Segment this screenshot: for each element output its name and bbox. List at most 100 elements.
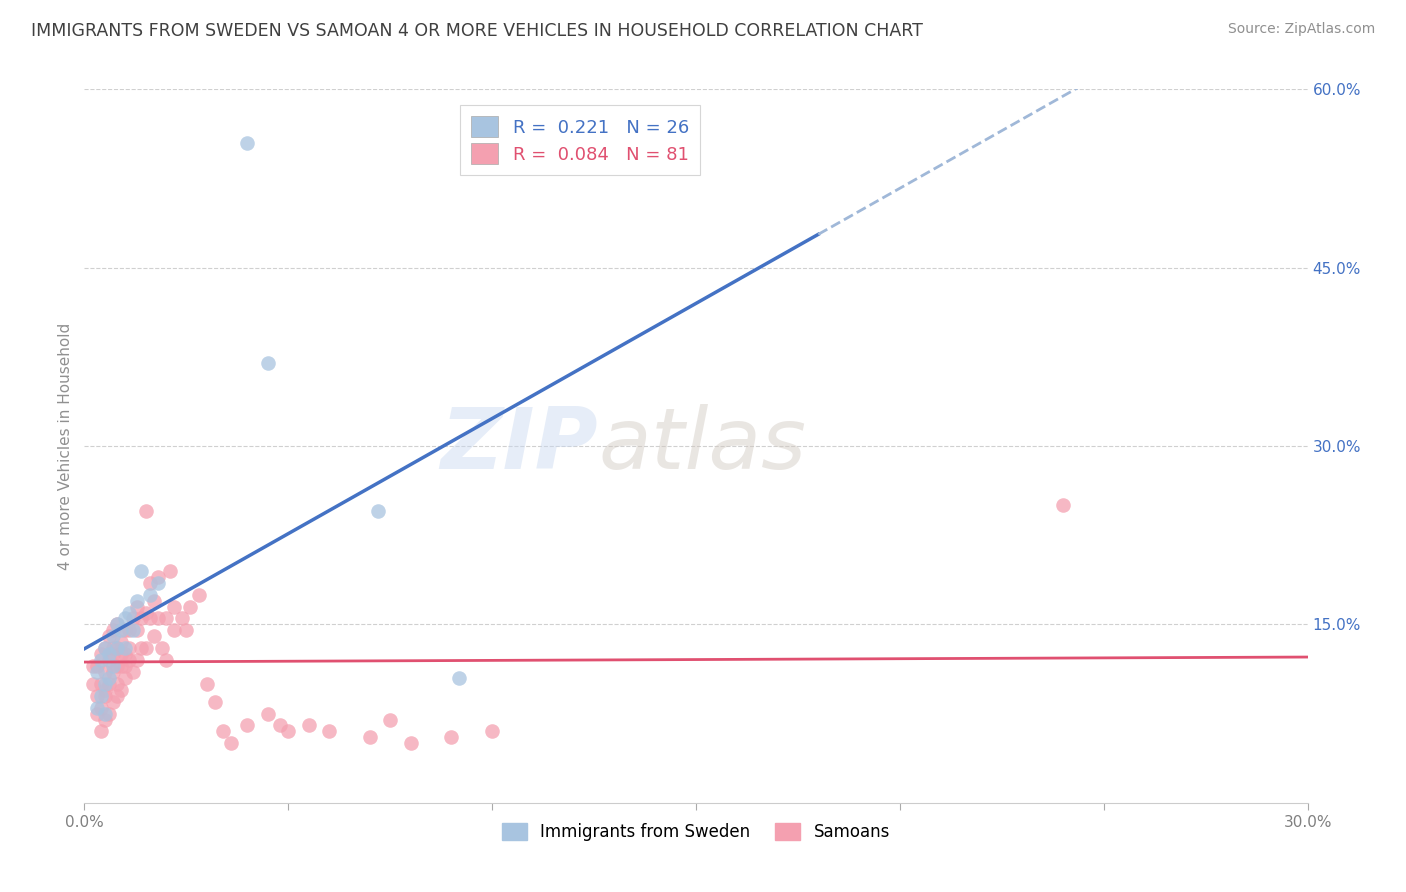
Point (131, 641, 153, 656)
Point (110, 659, 132, 673)
Point (380, 713, 402, 727)
Point (269, 718, 291, 732)
Point (146, 575, 169, 590)
Point (101, 641, 124, 656)
Point (163, 599, 186, 614)
Point (142, 593, 165, 607)
Point (114, 659, 136, 673)
Point (90, 689, 112, 703)
Point (101, 624, 124, 638)
Point (82, 659, 104, 673)
Point (367, 504, 389, 518)
Point (93, 641, 115, 656)
Point (118, 606, 141, 620)
Point (110, 635, 132, 649)
Point (101, 629, 124, 643)
Point (114, 671, 136, 685)
Point (146, 611, 169, 625)
Legend: Immigrants from Sweden, Samoans: Immigrants from Sweden, Samoans (495, 816, 897, 848)
Point (122, 665, 145, 679)
Point (440, 731, 463, 745)
Point (359, 731, 381, 745)
Point (86, 659, 108, 673)
Point (236, 718, 259, 732)
Point (86, 665, 108, 679)
Point (93, 689, 115, 703)
Point (135, 606, 157, 620)
Point (105, 617, 128, 632)
Point (204, 695, 226, 709)
Point (110, 647, 132, 661)
Text: IMMIGRANTS FROM SWEDEN VS SAMOAN 4 OR MORE VEHICLES IN HOUSEHOLD CORRELATION CHA: IMMIGRANTS FROM SWEDEN VS SAMOAN 4 OR MO… (31, 22, 922, 40)
Point (127, 599, 149, 614)
Point (105, 689, 128, 703)
Point (93, 713, 115, 727)
Point (146, 570, 169, 584)
Point (101, 665, 124, 679)
Point (122, 611, 145, 625)
Point (105, 677, 128, 691)
Point (399, 736, 422, 750)
Point (86, 700, 108, 714)
Point (86, 689, 108, 703)
Point (114, 641, 136, 656)
Point (172, 611, 194, 625)
Point (105, 617, 128, 632)
Text: Source: ZipAtlas.com: Source: ZipAtlas.com (1227, 22, 1375, 37)
Point (114, 647, 136, 661)
Point (90, 677, 112, 691)
Point (212, 724, 235, 739)
Point (135, 504, 157, 518)
Point (150, 641, 173, 656)
Point (481, 724, 503, 739)
Point (86, 706, 108, 721)
Point (131, 611, 153, 625)
Point (298, 718, 321, 732)
Text: ZIP: ZIP (440, 404, 598, 488)
Point (90, 647, 112, 661)
Point (449, 671, 471, 685)
Point (179, 599, 201, 614)
Point (257, 356, 280, 370)
Point (97, 677, 120, 691)
Point (97, 671, 120, 685)
Point (135, 641, 157, 656)
Point (155, 653, 177, 667)
Point (163, 624, 186, 638)
Point (127, 653, 149, 667)
Point (257, 706, 280, 721)
Point (131, 564, 153, 578)
Point (127, 624, 149, 638)
Point (93, 682, 115, 697)
Point (105, 641, 128, 656)
Point (90, 653, 112, 667)
Point (219, 736, 242, 750)
Point (90, 724, 112, 739)
Point (159, 564, 181, 578)
Point (93, 641, 115, 656)
Point (127, 593, 149, 607)
Point (138, 575, 160, 590)
Point (138, 611, 160, 625)
Point (93, 706, 115, 721)
Point (82, 677, 104, 691)
Point (110, 682, 132, 697)
Point (97, 629, 120, 643)
Point (236, 136, 259, 150)
Point (277, 724, 299, 739)
Point (93, 677, 115, 691)
Point (114, 611, 136, 625)
Point (97, 653, 120, 667)
Point (122, 624, 145, 638)
Text: atlas: atlas (598, 404, 806, 488)
Point (101, 695, 124, 709)
Point (97, 706, 120, 721)
Point (93, 665, 115, 679)
Point (118, 641, 141, 656)
Point (101, 647, 124, 661)
Y-axis label: 4 or more Vehicles in Household: 4 or more Vehicles in Household (58, 322, 73, 570)
Point (105, 659, 128, 673)
Point (114, 624, 136, 638)
Point (118, 653, 141, 667)
Point (155, 611, 177, 625)
